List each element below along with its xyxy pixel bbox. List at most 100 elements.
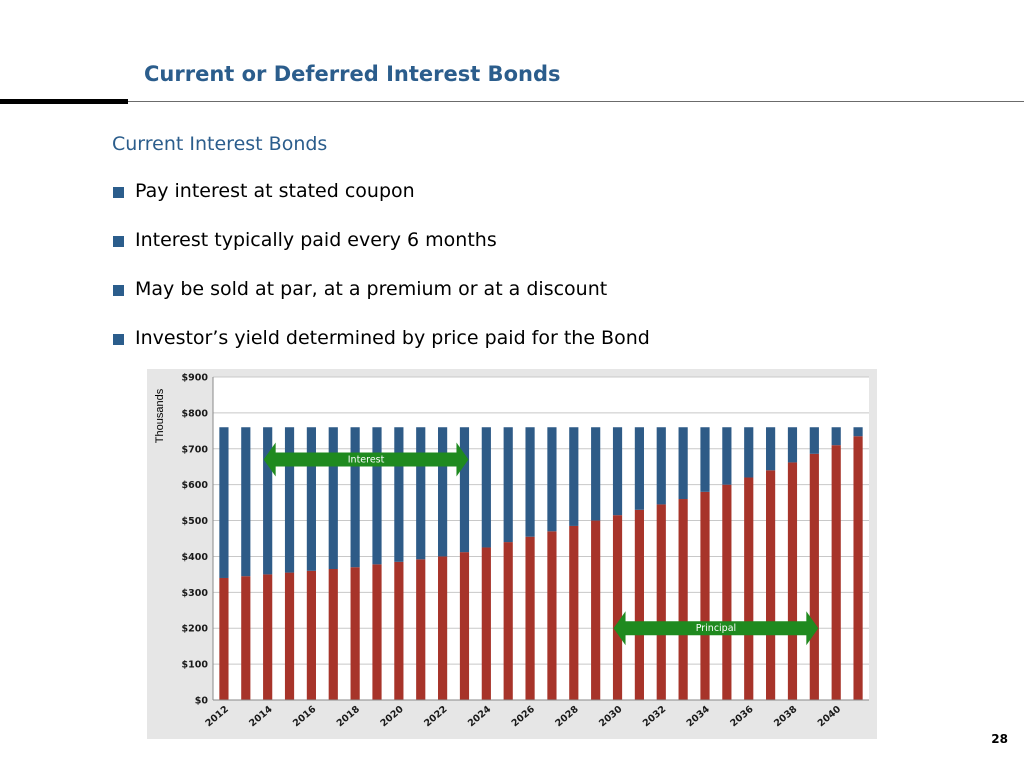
x-tick-label: 2026 [510, 704, 538, 730]
interest-bar [482, 427, 491, 547]
slide-title: Current or Deferred Interest Bonds [144, 62, 560, 86]
section-subtitle: Current Interest Bonds [112, 133, 327, 155]
y-tick-label: $900 [182, 373, 209, 384]
interest-bar [416, 427, 425, 559]
interest-bar [591, 427, 600, 520]
principal-bar [810, 454, 819, 700]
principal-bar [351, 567, 360, 700]
principal-bar [832, 445, 841, 700]
principal-bar [525, 537, 534, 700]
principal-bar [241, 576, 250, 700]
interest-bar [219, 427, 228, 578]
x-tick-label: 2030 [597, 704, 625, 730]
interest-bar [460, 427, 469, 552]
principal-bar [285, 573, 294, 700]
bullet-text: May be sold at par, at a premium or at a… [135, 278, 607, 300]
principal-bar [372, 564, 381, 700]
square-bullet-icon [113, 285, 124, 296]
bullet-text: Pay interest at stated coupon [135, 180, 415, 202]
interest-bar [547, 427, 556, 531]
interest-bar [263, 427, 272, 574]
interest-bar [635, 427, 644, 510]
x-tick-label: 2024 [466, 704, 494, 730]
y-tick-label: $600 [182, 480, 209, 491]
principal-arrow-label: Principal [696, 623, 736, 634]
interest-bar [241, 427, 250, 576]
principal-bar [744, 477, 753, 700]
interest-bar [700, 427, 709, 492]
principal-bar [657, 504, 666, 700]
principal-bar [766, 470, 775, 700]
square-bullet-icon [113, 187, 124, 198]
y-tick-label: $300 [182, 588, 209, 599]
bullet-item: Interest typically paid every 6 months [112, 229, 650, 278]
y-tick-label: $400 [182, 552, 209, 563]
interest-bar [766, 427, 775, 470]
square-bullet-icon [113, 334, 124, 345]
principal-bar [569, 526, 578, 700]
principal-bar [263, 574, 272, 700]
y-tick-label: $800 [182, 408, 209, 419]
interest-bar [372, 427, 381, 564]
x-tick-label: 2012 [204, 704, 231, 729]
interest-bar [613, 427, 622, 515]
x-tick-label: 2038 [772, 704, 800, 730]
y-tick-label: $0 [195, 696, 209, 707]
interest-bar [285, 427, 294, 572]
principal-bar [679, 499, 688, 700]
chart-canvas: $0 $100 $200 $300 $400 $500 $600 $700 $800 $900 20… [147, 369, 877, 739]
principal-bar [504, 542, 513, 700]
page-number: 28 [984, 732, 1008, 746]
bullet-item: May be sold at par, at a premium or at a… [112, 278, 650, 327]
x-tick-label: 2018 [335, 704, 363, 730]
interest-bar [853, 427, 862, 436]
interest-bar [832, 427, 841, 445]
principal-bar [788, 462, 797, 700]
y-tick-label: $200 [182, 624, 209, 635]
interest-bar [504, 427, 513, 542]
interest-bar [679, 427, 688, 499]
principal-bar [700, 492, 709, 700]
title-rule-thin [128, 101, 1024, 102]
principal-bar [394, 562, 403, 700]
interest-bar [394, 427, 403, 562]
x-tick-label: 2034 [685, 704, 713, 730]
x-tick-label: 2032 [641, 704, 668, 729]
principal-bar [438, 556, 447, 700]
interest-bar [657, 427, 666, 504]
interest-bar [307, 427, 316, 571]
y-tick-label: $500 [182, 516, 209, 527]
x-tick-label: 2036 [728, 704, 756, 730]
interest-arrow-label: Interest [348, 455, 385, 466]
principal-bar [547, 531, 556, 700]
bond-payment-chart: $0 $100 $200 $300 $400 $500 $600 $700 $800 $900 20… [147, 369, 877, 739]
principal-bar [482, 547, 491, 700]
x-tick-label: 2014 [247, 704, 275, 730]
bullet-text: Investor’s yield determined by price pai… [135, 327, 650, 349]
x-tick-label: 2020 [378, 704, 406, 730]
principal-bar [416, 559, 425, 700]
principal-bar [591, 521, 600, 700]
bullet-text: Interest typically paid every 6 months [135, 229, 497, 251]
principal-bar [853, 436, 862, 700]
title-rule-thick [0, 99, 128, 104]
x-tick-label: 2040 [816, 704, 844, 730]
interest-bar [788, 427, 797, 462]
principal-bar [613, 515, 622, 700]
interest-bar [351, 427, 360, 567]
bullet-item: Pay interest at stated coupon [112, 180, 650, 229]
y-tick-label: $100 [182, 660, 209, 671]
principal-bar [307, 571, 316, 700]
interest-bar [744, 427, 753, 477]
principal-bar [635, 510, 644, 700]
interest-bar [722, 427, 731, 484]
x-tick-label: 2028 [553, 704, 581, 730]
y-axis-title: Thousands [154, 388, 166, 443]
x-tick-label: 2016 [291, 704, 319, 730]
interest-bar [438, 427, 447, 556]
square-bullet-icon [113, 236, 124, 247]
principal-bar [460, 552, 469, 700]
interest-bar [329, 427, 338, 569]
interest-bar [810, 427, 819, 454]
y-tick-label: $700 [182, 444, 209, 455]
